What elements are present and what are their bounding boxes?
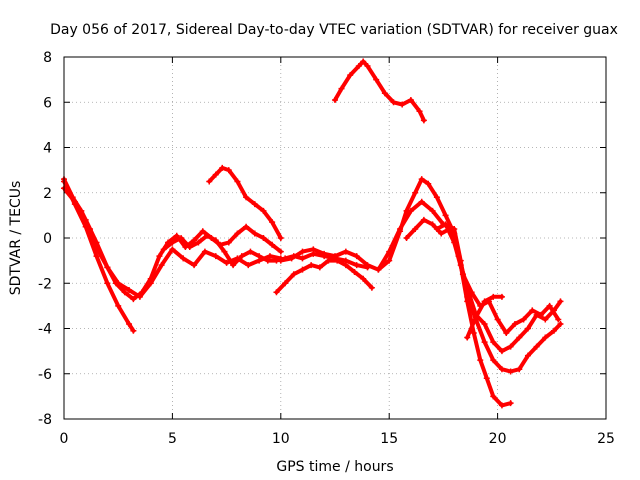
y-tick-label: -2 [38,276,52,292]
y-tick-label: 0 [43,231,52,247]
y-tick-label: 6 [43,95,52,111]
y-axis-label: SDTVAR / TECUs [8,181,24,296]
x-tick-label: 15 [380,431,398,447]
y-tick-label: 8 [43,50,52,66]
x-tick-label: 25 [597,431,615,447]
series-layer [61,59,563,409]
sdtvar-line-chart: Day 056 of 2017, Sidereal Day-to-day VTE… [0,0,640,480]
satellite-track-10 [407,220,561,351]
x-axis-label: GPS time / hours [276,459,393,475]
y-tick-label: -4 [38,322,52,338]
satellite-track-8 [281,179,511,405]
grid-layer [64,57,606,419]
y-tick-label: -8 [38,412,52,428]
x-tick-label: 10 [272,431,290,447]
x-tick-label: 20 [489,431,507,447]
y-tick-label: 4 [43,141,52,157]
x-tick-label: 0 [60,431,69,447]
data-point-marker [499,294,505,300]
chart-title: Day 056 of 2017, Sidereal Day-to-day VTE… [50,22,618,38]
satellite-track-7 [335,62,424,121]
y-tick-label: 2 [43,186,52,202]
x-tick-label: 5 [168,431,177,447]
y-tick-label: -6 [38,367,52,383]
tick-layer: 0 5 10 15 20 25 -8 -6 -4 -2 0 2 4 6 8 [38,50,615,447]
